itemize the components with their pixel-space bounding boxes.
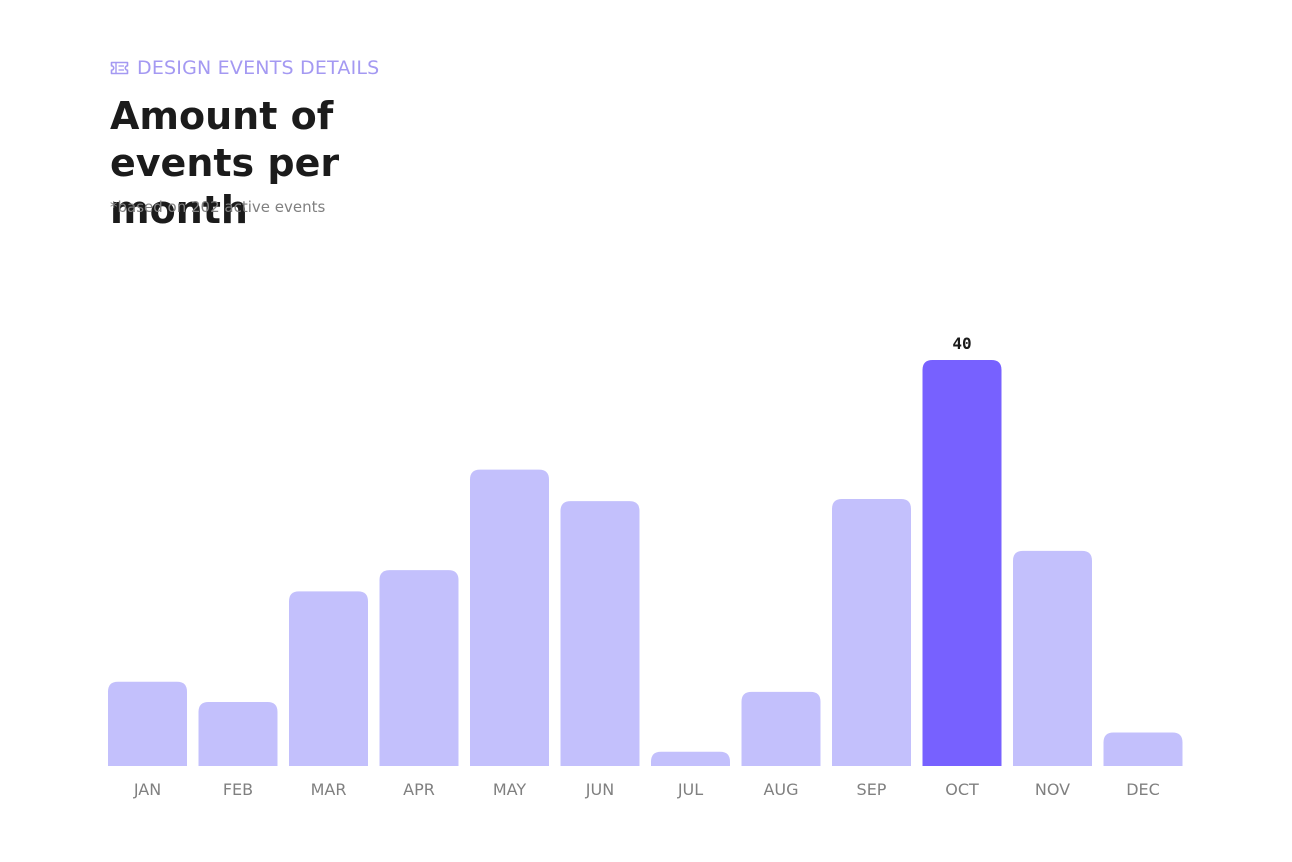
bar-mar — [289, 591, 368, 766]
chart-subtitle: *based on 202 active events — [110, 198, 326, 216]
bar-sep — [832, 499, 911, 766]
x-tick-label: MAY — [493, 780, 527, 799]
bar-nov — [1013, 550, 1092, 766]
section-eyebrow: DESIGN EVENTS DETAILS — [110, 56, 379, 80]
x-tick-label: SEP — [857, 780, 887, 799]
x-tick-label: MAR — [311, 780, 347, 799]
bar-oct — [922, 360, 1002, 766]
chart-title: Amount of events per month — [110, 94, 340, 232]
x-tick-label: OCT — [945, 780, 979, 799]
x-tick-label: AUG — [763, 780, 798, 799]
ticket-icon — [110, 61, 129, 75]
bar-jan — [108, 681, 187, 766]
bar-feb — [198, 702, 278, 766]
bar-jul — [651, 751, 730, 766]
eyebrow-label: DESIGN EVENTS DETAILS — [137, 57, 380, 79]
bar-jun — [560, 501, 640, 766]
bar-dec — [1103, 732, 1183, 766]
bar-aug — [741, 691, 821, 766]
bar-apr — [379, 570, 459, 766]
x-tick-label: DEC — [1126, 780, 1160, 799]
x-tick-label: APR — [403, 780, 435, 799]
x-tick-label: NOV — [1035, 780, 1070, 799]
x-tick-label: JUN — [585, 780, 614, 799]
data-label-oct: 40 — [952, 334, 971, 353]
x-tick-label: JAN — [133, 780, 161, 799]
bar-may — [470, 469, 549, 766]
x-tick-label: JUL — [677, 780, 703, 799]
x-tick-label: FEB — [223, 780, 253, 799]
